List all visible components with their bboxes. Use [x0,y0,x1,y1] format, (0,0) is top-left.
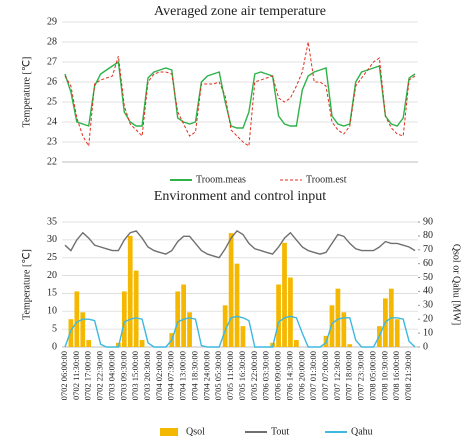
y-tick-label: 28 [47,36,57,47]
x-tick-label: 0705 16:30:00 [237,351,247,400]
bar [329,305,335,347]
bar [341,312,347,347]
x-tick-label: 0708 10:30:00 [379,351,389,400]
bar [68,319,74,347]
y-tick-label: 25 [47,252,57,263]
x-tick-label: 0704 18:30:00 [189,351,199,400]
y-axis-label: Temperature [℃] [21,57,32,128]
legend-label: Troom.meas [196,174,246,185]
bar [175,291,181,347]
y-axis-label: Temperature [℃] [21,249,32,320]
bar [394,319,400,347]
y2-axis-label: Qsol or Qahu [MW] [451,244,462,325]
x-tick-label: 0704 07:30:00 [166,351,176,400]
bar [187,312,192,347]
line-series [64,229,416,259]
y2-tick-label: 60 [423,258,433,269]
x-tick-label: 0702 11:30:00 [71,351,81,400]
y-tick-label: 10 [47,306,57,317]
y-tick-label: 25 [47,96,57,107]
x-tick-label: 0707 12:30:00 [332,351,342,400]
x-tick-label: 0704 24:00:00 [201,351,211,400]
x-tick-label: 0703 20:30:00 [142,351,152,400]
x-tick-label: 0706 03:30:00 [261,351,271,400]
y-tick-label: 27 [47,56,57,67]
y-tick-label: 24 [47,116,57,127]
x-tick-label: 0705 11:00:00 [225,351,235,400]
x-tick-label: 0704 13:00:00 [178,351,188,400]
y2-tick-label: 30 [423,300,433,311]
y-tick-label: 30 [47,234,57,245]
chart-title: Environment and control input [154,189,326,204]
y-tick-label: 26 [47,76,57,87]
bar [222,305,228,347]
x-tick-label: 0704 02:00:00 [154,351,164,400]
bar [133,270,139,347]
bar [240,326,246,347]
bar [282,242,287,347]
y-tick-label: 29 [47,16,57,27]
line-series [64,41,416,148]
y-tick-label: 35 [47,216,57,227]
x-tick-label: 0703 15:00:00 [130,351,140,400]
x-tick-label: 0707 01:30:00 [308,351,318,400]
y2-tick-label: 70 [423,244,433,255]
y-tick-label: 23 [47,136,57,147]
legend-swatch [160,428,178,436]
x-tick-label: 0703 09:30:00 [118,351,128,400]
y2-tick-label: 20 [423,314,433,325]
x-tick-label: 0705 22:00:00 [249,351,259,400]
line-series [64,60,416,129]
bar [181,284,187,347]
y2-tick-label: 80 [423,230,433,241]
x-tick-label: 0706 20:00:00 [296,351,306,400]
x-tick-label: 0702 17:00:00 [83,351,93,400]
y-tick-label: 20 [47,270,57,281]
bar [288,277,293,347]
bar [234,263,240,347]
line-series [64,315,416,348]
x-tick-label: 0703 04:00:00 [106,351,116,400]
x-tick-label: 0706 09:00:00 [273,351,283,400]
legend-label: Qsol [186,426,205,437]
bar [293,340,299,347]
x-tick-label: 0708 21:30:00 [403,351,413,400]
bar [347,344,353,347]
legend-label: Tout [271,426,289,437]
bar [127,235,133,347]
y2-tick-label: 10 [423,327,433,338]
y2-tick-label: 40 [423,286,433,297]
x-tick-label: 0702 22:30:00 [95,351,105,400]
bar [121,291,127,347]
y-tick-label: 0 [52,341,57,352]
bar [74,291,80,347]
x-tick-label: 0705 05:30:00 [213,351,223,400]
legend-label: Troom.est [306,174,347,185]
y-tick-label: 22 [47,156,57,167]
bar [335,288,341,347]
y-tick-label: 15 [47,288,57,299]
bar [228,233,234,347]
bar [139,340,145,347]
x-tick-label: 0707 18:00:00 [344,351,354,400]
bar [276,284,281,347]
x-tick-label: 0708 05:00:00 [367,351,377,400]
legend-label: Qahu [351,426,373,437]
chart-title: Averaged zone air temperature [154,4,326,19]
y2-tick-label: 0 [423,341,428,352]
x-tick-label: 0708 16:00:00 [391,351,401,400]
y-tick-label: 5 [52,323,57,334]
x-tick-label: 0707 23:30:00 [356,351,366,400]
y2-tick-label: 90 [423,216,433,227]
x-tick-label: 0707 07:00:00 [320,351,330,400]
bar [86,340,92,347]
x-tick-label: 0702 06:00:00 [59,351,69,400]
bar [80,312,86,347]
y2-tick-label: 50 [423,272,433,283]
x-tick-label: 0706 14:30:00 [284,351,294,400]
